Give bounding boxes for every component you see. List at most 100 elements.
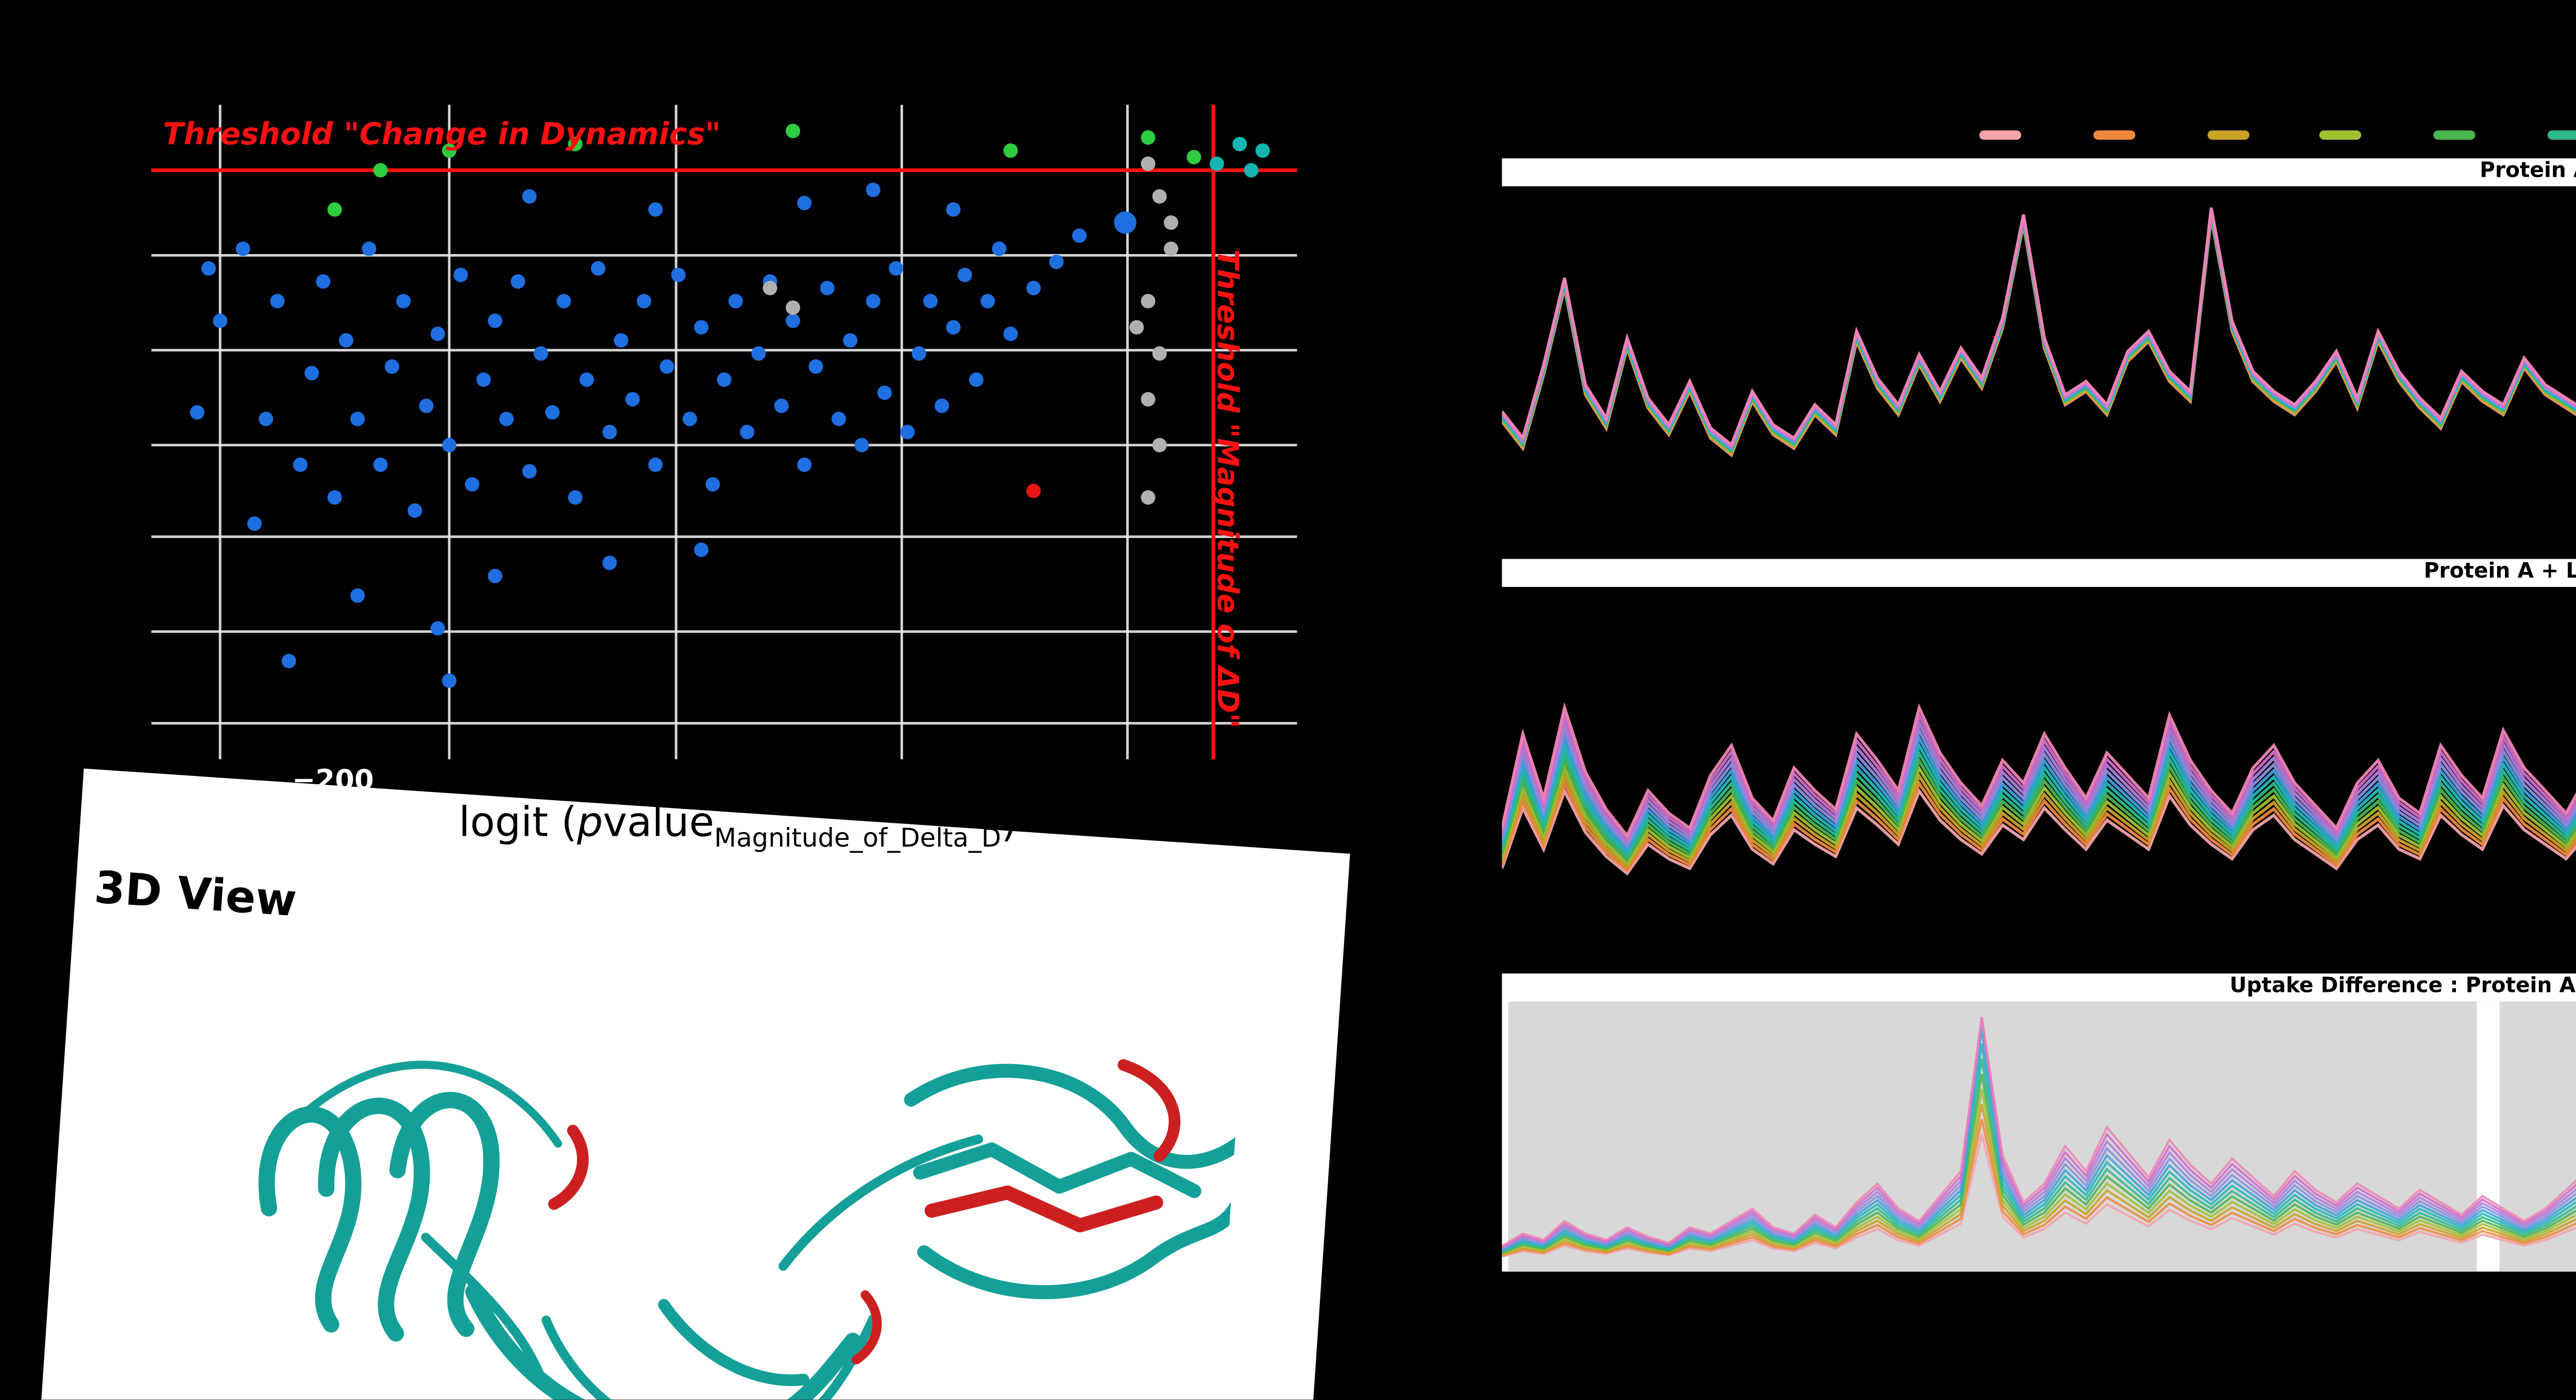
volcano-point-blue[interactable] [362,241,377,256]
volcano-point-blue[interactable] [545,405,560,420]
volcano-point-green[interactable] [1003,143,1018,158]
volcano-point-blue[interactable] [1003,326,1018,341]
volcano-point-blue[interactable] [430,326,445,341]
volcano-point-blue[interactable] [808,359,823,374]
protein-a-ligand-uptake-chart[interactable] [1502,586,2576,951]
volcano-point-gray[interactable] [1141,392,1156,407]
volcano-point-blue[interactable] [774,398,789,413]
volcano-point-blue[interactable] [281,653,296,668]
volcano-point-teal[interactable] [1209,156,1224,171]
volcano-point-blue[interactable] [430,621,445,636]
volcano-point-blue[interactable] [797,195,812,210]
volcano-point-blue[interactable] [786,313,801,328]
volcano-point-blue[interactable] [487,313,502,328]
volcano-point-blue[interactable] [259,412,274,427]
volcano-point-blue[interactable] [740,425,755,440]
volcano-point-blue[interactable] [832,412,846,427]
volcano-point-blue[interactable] [602,555,617,570]
volcano-point-blue[interactable] [751,346,766,361]
volcano-point-blue[interactable] [1072,228,1087,243]
volcano-point-blue[interactable] [717,372,732,387]
volcano-point-blue[interactable] [350,588,365,603]
structure-viewer-card[interactable]: 3D View [37,768,1350,1400]
volcano-point-gray[interactable] [1141,156,1156,171]
volcano-point-gray[interactable] [1129,320,1144,335]
volcano-point-blue[interactable] [453,267,468,282]
volcano-point-blue[interactable] [625,392,640,407]
volcano-point-blue[interactable] [487,568,502,583]
volcano-point-blue[interactable] [522,189,537,204]
volcano-point-blue[interactable] [682,412,697,427]
volcano-point-blue[interactable] [648,457,663,472]
legend-timepoint-dash[interactable] [2207,131,2249,140]
legend-timepoint-dash[interactable] [1979,131,2022,140]
volcano-point-blue[interactable] [1049,255,1064,269]
volcano-point-blue[interactable] [1026,280,1041,296]
timepoint-legend[interactable] [1979,128,2576,142]
legend-timepoint-dash[interactable] [2434,131,2476,140]
volcano-point-blue[interactable] [350,412,365,427]
volcano-point-blue[interactable] [499,412,514,427]
volcano-point-blue[interactable] [705,477,720,492]
volcano-point-blue[interactable] [911,346,926,361]
volcano-point-green[interactable] [442,143,456,158]
volcano-point-blue[interactable] [579,372,594,387]
volcano-point-blue[interactable] [946,202,961,217]
volcano-point-blue[interactable] [556,294,571,309]
volcano-point-green[interactable] [786,124,801,139]
uptake-difference-chart[interactable] [1502,1001,2576,1272]
volcano-point-gray[interactable] [1152,437,1167,452]
volcano-point-blue[interactable] [694,320,709,335]
volcano-point-green[interactable] [327,202,342,217]
volcano-point-teal[interactable] [1255,143,1270,158]
volcano-point-blue[interactable] [293,457,308,472]
legend-timepoint-dash[interactable] [2547,131,2576,140]
volcano-point-gray[interactable] [1152,346,1167,361]
volcano-point-blue[interactable] [384,359,399,374]
volcano-point-blue[interactable] [511,274,526,289]
volcano-point-green[interactable] [1141,130,1156,145]
volcano-point-blue[interactable] [327,490,342,505]
volcano-point-blue[interactable] [442,437,456,452]
volcano-point-blue[interactable] [728,294,743,309]
volcano-point-blue[interactable] [568,490,583,505]
volcano-point-red[interactable] [1026,483,1041,498]
volcano-point-blue[interactable] [636,294,652,309]
volcano-point-blue[interactable] [373,457,388,472]
volcano-point-blue[interactable] [957,267,972,282]
volcano-point-gray[interactable] [762,280,777,296]
volcano-point-green[interactable] [1187,149,1201,165]
volcano-point-blue[interactable] [190,405,205,420]
volcano-point-gray[interactable] [786,300,801,315]
volcano-point-blue[interactable] [889,261,904,276]
volcano-point-blue[interactable] [877,385,892,400]
protein-a-uptake-chart[interactable] [1502,186,2576,548]
legend-timepoint-dash[interactable] [2093,131,2135,140]
volcano-point-blue[interactable] [304,366,319,381]
volcano-point-blue[interactable] [614,333,629,348]
volcano-point-gray[interactable] [1141,294,1156,309]
volcano-point-blue[interactable] [923,294,938,309]
volcano-point-blue[interactable] [247,516,262,531]
volcano-point-blue[interactable] [408,503,422,518]
volcano-point-blue[interactable] [533,346,548,361]
volcano-point-blue[interactable] [866,182,880,197]
volcano-point-teal[interactable] [1244,163,1259,178]
volcano-point-blue[interactable] [946,320,961,335]
volcano-point-blue[interactable] [969,372,984,387]
volcano-point-blue[interactable] [992,241,1007,256]
volcano-point-blue[interactable] [476,372,491,387]
volcano-point-blue[interactable] [270,294,285,309]
volcano-point-teal[interactable] [1232,137,1247,151]
volcano-point-gray[interactable] [1163,215,1178,230]
volcano-point-gray[interactable] [1141,490,1156,505]
volcano-point-blue[interactable] [442,673,456,688]
volcano-point-blue[interactable] [866,294,880,309]
volcano-point-blue[interactable] [235,241,250,256]
volcano-point-gray[interactable] [1152,189,1167,204]
volcano-point-green[interactable] [568,137,583,151]
protein-ribbon-view[interactable] [188,914,1246,1400]
volcano-point-blue[interactable] [980,294,995,309]
volcano-point-green[interactable] [373,163,388,178]
volcano-point-blue[interactable] [522,464,537,479]
